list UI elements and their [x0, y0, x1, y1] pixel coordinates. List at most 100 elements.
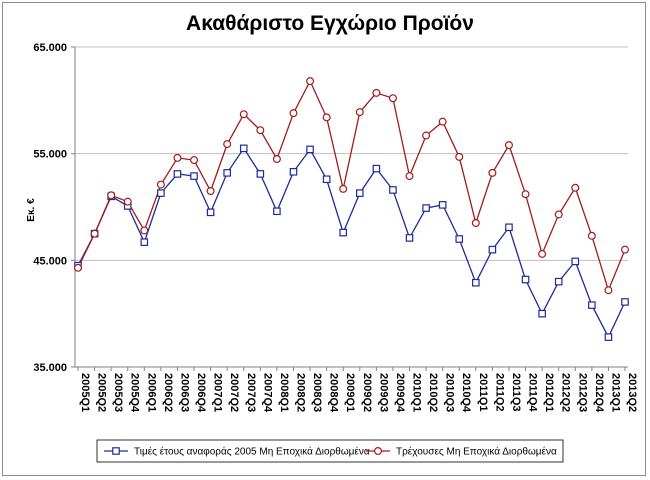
legend-box: [96, 439, 564, 463]
series-1-point: [273, 207, 281, 216]
x-tick-labels: 2005Q1 2005Q2 2005Q3 2005Q4 2006Q1 2006Q2 2006…: [79, 373, 638, 413]
x-tick-label: 2013Q2: [626, 373, 638, 412]
series-2-point: [587, 231, 596, 240]
x-tick-label: 2011Q2: [493, 373, 505, 412]
series-1-point: [538, 309, 546, 318]
x-tick-label: 2007Q1: [212, 373, 224, 412]
x-tick-label: 2006Q1: [145, 373, 157, 412]
series-1-point: [355, 189, 364, 197]
series-2-point: [239, 110, 248, 119]
series-2-point: [372, 88, 381, 97]
series-2-point: [521, 190, 530, 199]
series-2-point: [554, 210, 563, 219]
axes: [71, 46, 628, 371]
x-tick-label: 2010Q2: [427, 373, 439, 412]
series-1-point: [438, 201, 447, 209]
series-1-point: [372, 164, 381, 173]
series-1-point: [256, 170, 265, 178]
x-tick-label: 2007Q2: [228, 373, 240, 412]
series-2-point: [355, 108, 364, 117]
series-2-point: [289, 109, 298, 118]
x-tick-label: 2010Q4: [460, 373, 472, 413]
x-tick-label: 2005Q4: [129, 373, 141, 413]
x-tick-label: 2010Q1: [411, 373, 423, 412]
series-1-point: [488, 245, 497, 254]
series-1-point: [521, 275, 530, 284]
series-1-point: [604, 333, 613, 341]
series-2-point: [571, 183, 580, 192]
series-2-point: [107, 191, 116, 200]
x-tick-label: 2009Q2: [361, 373, 373, 412]
series-1-point: [239, 144, 248, 153]
x-tick-label: 2012Q3: [576, 373, 588, 412]
x-tick-label: 2005Q1: [79, 373, 91, 412]
x-tick-label: 2011Q4: [527, 373, 539, 412]
x-tick-label: 2005Q2: [96, 373, 108, 412]
x-tick-label: 2009Q4: [394, 373, 406, 413]
x-tick-label: 2010Q3: [444, 373, 456, 412]
x-tick-label: 2008Q2: [294, 373, 306, 412]
y-tick-label: 55.000: [33, 149, 67, 161]
series-2-point: [504, 141, 513, 150]
series-2-point: [455, 152, 464, 161]
y-tick-label: 45.000: [33, 255, 67, 267]
chart-title: Ακαθάριστο Εγχώριο Προϊόν: [186, 12, 474, 35]
chart-frame: [2, 2, 646, 476]
series-2-point: [438, 117, 447, 126]
series-lines: [77, 79, 626, 339]
legend-label-2: Τρέχουσες Μη Εποχικά Διορθωμένα: [396, 446, 557, 458]
x-tick-label: 2011Q3: [510, 373, 522, 412]
x-tick-label: 2007Q3: [245, 373, 257, 412]
series-1-point: [339, 228, 348, 237]
series-1-point: [505, 223, 513, 232]
series-2-point: [272, 155, 281, 164]
x-tick-label: 2006Q3: [178, 373, 190, 412]
series-1-point: [289, 168, 298, 176]
series-2-point: [90, 229, 99, 238]
series-2-point: [223, 140, 232, 149]
x-tick-label: 2012Q1: [543, 373, 555, 412]
series-2-point: [488, 168, 497, 177]
series-1-point: [173, 170, 182, 178]
x-tick-label: 2008Q4: [328, 373, 340, 413]
series-2-point: [206, 187, 215, 196]
series-1-point: [621, 298, 629, 306]
x-tick-label: 2012Q2: [560, 373, 572, 412]
series-2-point: [339, 184, 348, 193]
gridlines: [75, 46, 628, 261]
series-1-point: [588, 301, 596, 309]
series-2-point: [538, 249, 547, 258]
series-1-point: [389, 186, 397, 194]
series-2-point: [173, 153, 182, 162]
series-1-point: [405, 234, 414, 242]
x-tick-label: 2009Q1: [344, 373, 356, 412]
x-tick-label: 2011Q1: [477, 373, 489, 412]
y-axis-label: Εκ. €: [26, 198, 37, 222]
x-tick-label: 2007Q4: [261, 373, 273, 413]
x-tick-label: 2008Q3: [311, 373, 323, 412]
series-line-1: [77, 147, 626, 339]
x-tick-label: 2006Q4: [195, 373, 207, 413]
series-1-point: [206, 208, 215, 217]
series-line-2: [77, 79, 626, 293]
y-tick-label: 35.000: [33, 362, 67, 374]
series-1-point: [571, 257, 580, 266]
series-1-point: [157, 189, 165, 197]
legend-marker-square: [112, 447, 120, 455]
series-1-point: [190, 172, 198, 180]
series-2-point: [256, 126, 265, 135]
series-1-point: [223, 169, 231, 177]
series-2-point: [123, 197, 132, 206]
x-tick-label: 2013Q1: [609, 373, 621, 412]
series-2-point: [306, 77, 315, 86]
y-tick-label: 65.000: [33, 42, 67, 54]
series-1-point: [306, 145, 314, 154]
series-2-point: [140, 226, 149, 235]
series-2-point: [190, 156, 199, 165]
y-tick-labels: 35.000 45.000 55.000 65.000: [33, 42, 67, 374]
series-markers: [73, 77, 629, 341]
series-2-point: [604, 286, 613, 295]
series-2-point: [73, 263, 82, 272]
series-2-point: [422, 131, 431, 140]
